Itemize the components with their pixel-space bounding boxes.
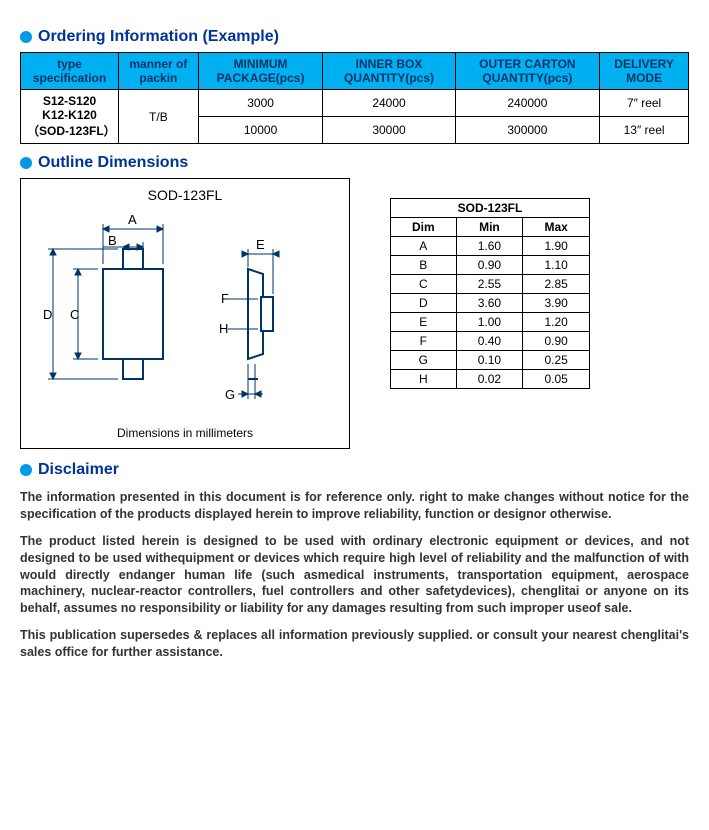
- cell: 0.02: [456, 370, 523, 389]
- dim-label-g: G: [225, 387, 235, 402]
- table-row: H0.020.05: [391, 370, 590, 389]
- th-outer: OUTER CARTON QUANTITY(pcs): [455, 53, 600, 90]
- th-type: type specification: [21, 53, 119, 90]
- package-drawing: A B C D E F H G: [33, 209, 333, 419]
- dims-th-dim: Dim: [391, 218, 457, 237]
- th-packin: manner of packin: [119, 53, 199, 90]
- table-row: C2.552.85: [391, 275, 590, 294]
- cell: 2.85: [523, 275, 590, 294]
- table-row: B0.901.10: [391, 256, 590, 275]
- cell: D: [391, 294, 457, 313]
- ordering-table: type specification manner of packin MINI…: [20, 52, 689, 144]
- cell: 0.90: [456, 256, 523, 275]
- bullet-icon: [20, 157, 32, 169]
- cell-packin: T/B: [119, 90, 199, 144]
- cell: 0.25: [523, 351, 590, 370]
- cell-outer: 240000: [455, 90, 600, 117]
- dimensions-table-wrap: SOD-123FL Dim Min Max A1.601.90 B0.901.1…: [390, 198, 590, 389]
- outline-diagram: SOD-123FL: [20, 178, 350, 449]
- disclaimer-p3: This publication supersedes & replaces a…: [20, 627, 689, 661]
- cell-delivery: 7″ reel: [600, 90, 689, 117]
- diagram-title: SOD-123FL: [33, 187, 337, 203]
- cell: 0.05: [523, 370, 590, 389]
- dimensions-table: Dim Min Max A1.601.90 B0.901.10 C2.552.8…: [390, 217, 590, 389]
- table-row: G0.100.25: [391, 351, 590, 370]
- table-row: A1.601.90: [391, 237, 590, 256]
- cell: 3.90: [523, 294, 590, 313]
- bullet-icon: [20, 31, 32, 43]
- bullet-icon: [20, 464, 32, 476]
- disclaimer-p2: The product listed herein is designed to…: [20, 533, 689, 617]
- cell: 0.40: [456, 332, 523, 351]
- type-line: S12-S120: [27, 94, 112, 108]
- cell: 1.60: [456, 237, 523, 256]
- cell: 3.60: [456, 294, 523, 313]
- cell: F: [391, 332, 457, 351]
- dim-label-e: E: [256, 237, 265, 252]
- disclaimer-body: The information presented in this docume…: [20, 489, 689, 661]
- th-delivery: DELIVERY MODE: [600, 53, 689, 90]
- cell: 1.20: [523, 313, 590, 332]
- diagram-footer: Dimensions in millimeters: [33, 426, 337, 440]
- cell: A: [391, 237, 457, 256]
- dims-caption: SOD-123FL: [390, 198, 590, 217]
- dims-th-max: Max: [523, 218, 590, 237]
- type-line: K12-K120: [27, 108, 112, 122]
- outline-title: Outline Dimensions: [38, 154, 188, 172]
- dim-label-b: B: [108, 233, 117, 248]
- cell: C: [391, 275, 457, 294]
- th-inner: INNER BOX QUANTITY(pcs): [323, 53, 455, 90]
- cell: 0.90: [523, 332, 590, 351]
- table-row: E1.001.20: [391, 313, 590, 332]
- cell-inner: 24000: [323, 90, 455, 117]
- type-line: （SOD-123FL）: [27, 122, 112, 139]
- table-row: D3.603.90: [391, 294, 590, 313]
- dim-label-h: H: [219, 321, 228, 336]
- cell-outer: 300000: [455, 117, 600, 144]
- cell: 1.90: [523, 237, 590, 256]
- cell: 1.10: [523, 256, 590, 275]
- table-row: F0.400.90: [391, 332, 590, 351]
- outline-header: Outline Dimensions: [20, 154, 689, 172]
- cell-minpkg: 10000: [198, 117, 323, 144]
- cell-type-spec: S12-S120 K12-K120 （SOD-123FL）: [21, 90, 119, 144]
- dim-label-a: A: [128, 212, 137, 227]
- dim-label-c: C: [70, 307, 79, 322]
- dim-label-f: F: [221, 291, 229, 306]
- cell-inner: 30000: [323, 117, 455, 144]
- dim-label-d: D: [43, 307, 52, 322]
- cell: E: [391, 313, 457, 332]
- disclaimer-p1: The information presented in this docume…: [20, 489, 689, 523]
- disclaimer-header: Disclaimer: [20, 461, 689, 479]
- table-row: S12-S120 K12-K120 （SOD-123FL） T/B 3000 2…: [21, 90, 689, 117]
- cell: 1.00: [456, 313, 523, 332]
- ordering-header: Ordering Information (Example): [20, 28, 689, 46]
- cell-minpkg: 3000: [198, 90, 323, 117]
- cell: 2.55: [456, 275, 523, 294]
- th-minpkg: MINIMUM PACKAGE(pcs): [198, 53, 323, 90]
- cell: G: [391, 351, 457, 370]
- disclaimer-title: Disclaimer: [38, 461, 119, 479]
- dims-th-min: Min: [456, 218, 523, 237]
- cell-delivery: 13″ reel: [600, 117, 689, 144]
- ordering-title: Ordering Information (Example): [38, 28, 279, 46]
- cell: B: [391, 256, 457, 275]
- cell: H: [391, 370, 457, 389]
- cell: 0.10: [456, 351, 523, 370]
